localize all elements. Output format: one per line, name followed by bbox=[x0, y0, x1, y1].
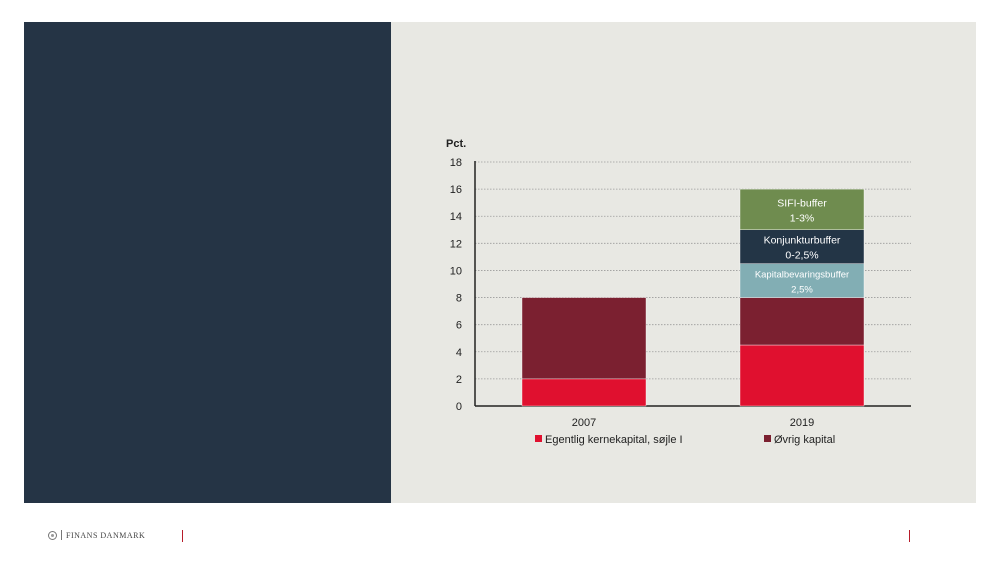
y-tick-label: 8 bbox=[456, 293, 462, 305]
x-tick-label: 2019 bbox=[790, 417, 814, 429]
y-tick-label: 6 bbox=[456, 320, 462, 332]
footer-marker-left bbox=[182, 530, 183, 542]
legend-label: Øvrig kapital bbox=[774, 434, 835, 446]
left-panel bbox=[24, 22, 391, 503]
bar-segment bbox=[739, 263, 865, 298]
segment-label-value: 1-3% bbox=[790, 212, 815, 224]
bar-segment bbox=[521, 378, 647, 407]
logo-divider bbox=[61, 530, 62, 540]
y-tick-label: 10 bbox=[450, 265, 462, 277]
y-tick-label: 18 bbox=[450, 157, 462, 169]
logo-icon bbox=[48, 530, 57, 540]
legend-swatch bbox=[535, 435, 542, 442]
y-tick-label: 0 bbox=[456, 401, 462, 413]
legend-swatch bbox=[764, 435, 771, 442]
segment-label: Konjunkturbuffer bbox=[764, 235, 841, 247]
y-tick-label: 2 bbox=[456, 374, 462, 386]
y-tick-label: 12 bbox=[450, 238, 462, 250]
bar-segment bbox=[739, 297, 865, 346]
finans-danmark-logo: FINANS DANMARK bbox=[48, 530, 145, 540]
legend-label: Egentlig kernekapital, søjle I bbox=[545, 434, 683, 446]
stacked-bar-chart: Pct. 0 2 4 6 8 10 12 14 16 18 Kapitalbevaringsbuf… bbox=[446, 138, 911, 446]
bar-segment bbox=[739, 344, 865, 407]
y-axis-unit-label: Pct. bbox=[446, 138, 466, 150]
segment-label-value: 2,5% bbox=[791, 285, 813, 296]
y-tick-label: 14 bbox=[450, 211, 462, 223]
y-tick-label: 4 bbox=[456, 347, 462, 359]
bar-segment bbox=[521, 297, 647, 380]
bar-segment bbox=[739, 188, 865, 230]
y-tick-label: 16 bbox=[450, 184, 462, 196]
footer-marker-right bbox=[909, 530, 910, 542]
chart-panel bbox=[391, 22, 976, 503]
segment-label: Kapitalbevaringsbuffer bbox=[755, 270, 849, 281]
x-tick-label: 2007 bbox=[572, 417, 596, 429]
segment-label: SIFI-buffer bbox=[777, 197, 827, 209]
brand-name: FINANS DANMARK bbox=[66, 530, 146, 540]
segment-label-value: 0-2,5% bbox=[785, 250, 818, 262]
bar-segment bbox=[739, 229, 865, 264]
